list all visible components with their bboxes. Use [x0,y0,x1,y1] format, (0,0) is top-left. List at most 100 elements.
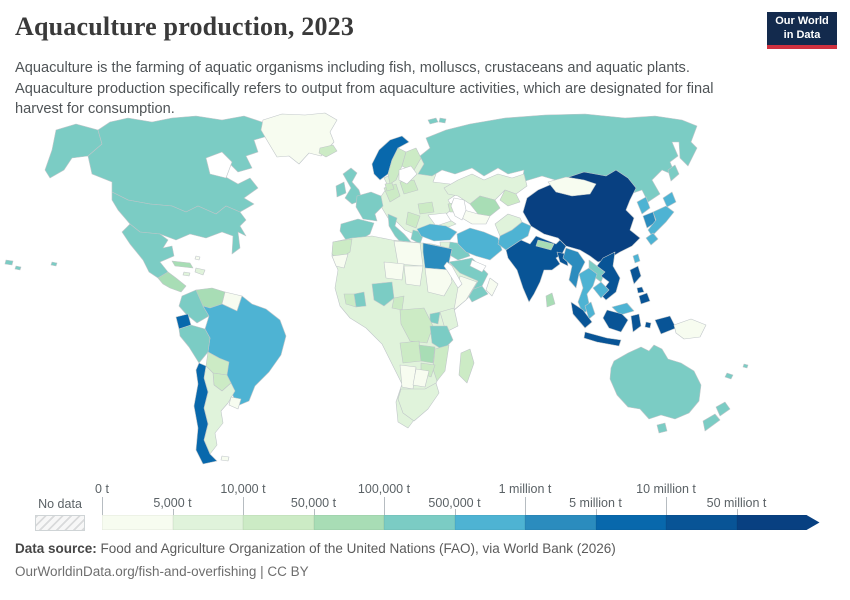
license-link[interactable]: OurWorldinData.org/fish-and-overfishing … [15,564,309,579]
country-pakistan[interactable] [497,221,532,251]
legend-bin-4[interactable] [384,515,455,530]
country-papua-new-guinea[interactable] [673,318,707,340]
country-indonesia-sumatra[interactable] [570,301,593,329]
country-sakhalin[interactable] [667,164,680,182]
country-philippines-mindanao[interactable] [638,292,651,305]
country-madagascar[interactable] [458,348,475,384]
country-philippines-visayas[interactable] [636,286,645,294]
country-australia[interactable] [609,344,702,420]
country-angola[interactable] [399,340,422,364]
country-central-america[interactable] [157,271,187,293]
country-south-africa[interactable] [397,382,440,422]
no-data-label: No data [38,497,82,511]
legend-bin-7[interactable] [595,515,666,530]
country-chad[interactable] [403,265,424,287]
country-india[interactable] [505,235,567,303]
country-japan-hokkaido[interactable] [662,191,677,208]
country-kyrgyzstan[interactable] [499,189,521,207]
country-philippines-luzon[interactable] [629,265,642,285]
country-cuba[interactable] [171,260,194,269]
country-japan-kyushu[interactable] [645,232,659,246]
legend-bin-8[interactable] [666,515,737,530]
country-indonesia-sulawesi[interactable] [630,313,642,333]
country-myanmar[interactable] [562,247,586,289]
tick-line-3 [313,509,315,515]
country-hispaniola[interactable] [194,267,206,276]
legend-bin-0[interactable] [102,515,173,530]
country-new-zealand-south[interactable] [702,413,721,432]
country-chile[interactable] [193,362,218,465]
country-new-zealand-north[interactable] [715,401,731,417]
country-iran[interactable] [456,227,503,261]
country-oman[interactable] [485,277,499,297]
country-jamaica[interactable] [182,271,191,277]
country-libya[interactable] [393,240,424,267]
country-thailand[interactable] [577,267,598,315]
country-sri-lanka[interactable] [545,292,556,308]
country-falklands[interactable] [220,455,230,462]
legend-bin-3[interactable] [313,515,384,530]
pacific-islands-2[interactable] [14,265,22,271]
country-botswana[interactable] [412,368,430,388]
country-ireland[interactable] [335,181,347,198]
no-data-swatch[interactable] [35,515,85,531]
data-source-line: Data source: Food and Agriculture Organi… [15,541,616,556]
country-japan-honshu[interactable] [647,205,675,237]
color-scale-bar [102,515,820,530]
sea-baltic [398,165,418,185]
country-tasmania[interactable] [656,422,668,434]
country-bahamas[interactable] [194,255,201,261]
country-niger[interactable] [383,261,405,281]
country-western-sahara[interactable] [331,253,349,269]
country-denmark[interactable] [384,182,395,192]
country-finland[interactable] [401,147,422,173]
country-mongolia[interactable] [547,176,597,197]
chart-subtitle: Aquaculture is the farming of aquatic or… [15,60,714,118]
country-hawaii[interactable] [50,261,58,267]
country-peru[interactable] [178,324,211,364]
country-indonesia-java[interactable] [583,331,622,347]
legend-bin-9-arrow[interactable] [737,515,820,530]
tick-line-2 [243,497,244,515]
country-turkey[interactable] [416,223,458,242]
legend-bin-1[interactable] [172,515,243,530]
region-balkans[interactable] [405,211,421,229]
country-malaysia-peninsula[interactable] [584,301,596,320]
country-france[interactable] [355,191,384,222]
country-nepal[interactable] [535,239,555,251]
country-iceland[interactable] [318,144,338,158]
pacific-islands[interactable] [4,259,14,266]
country-romania[interactable] [417,201,435,215]
country-uruguay[interactable] [228,396,242,410]
country-uganda[interactable] [429,311,441,325]
country-mozambique[interactable] [432,344,450,382]
world-choropleth-map[interactable] [0,112,850,470]
country-vietnam[interactable] [596,251,621,301]
country-greenland[interactable] [260,112,338,165]
legend-bin-6[interactable] [525,515,596,530]
country-indonesia-moluccas[interactable] [644,321,652,329]
country-north-korea[interactable] [636,196,651,215]
owid-logo[interactable]: Our World in Data [767,12,837,49]
country-cambodia[interactable] [592,281,610,299]
country-new-caledonia[interactable] [724,372,734,380]
country-ivory-coast[interactable] [343,293,357,308]
country-novaya-zemlya[interactable] [438,117,447,124]
country-taiwan[interactable] [632,253,641,264]
country-china[interactable] [522,169,641,263]
country-sudan[interactable] [424,267,453,297]
country-nigeria[interactable] [371,281,395,307]
country-fiji[interactable] [742,363,749,369]
country-mexico[interactable] [121,223,175,279]
country-zambia[interactable] [418,344,436,364]
country-malaysia-borneo[interactable] [611,302,635,316]
country-indonesia-kalimantan[interactable] [602,309,629,333]
country-drc[interactable] [399,307,434,344]
country-svalbard[interactable] [427,117,439,125]
legend-bin-2[interactable] [243,515,314,530]
sea-caspian [450,197,467,221]
country-indonesia-papua[interactable] [654,315,677,335]
country-cameroon[interactable] [391,295,405,311]
tick-line-1 [172,509,174,515]
legend-bin-5[interactable] [454,515,525,530]
